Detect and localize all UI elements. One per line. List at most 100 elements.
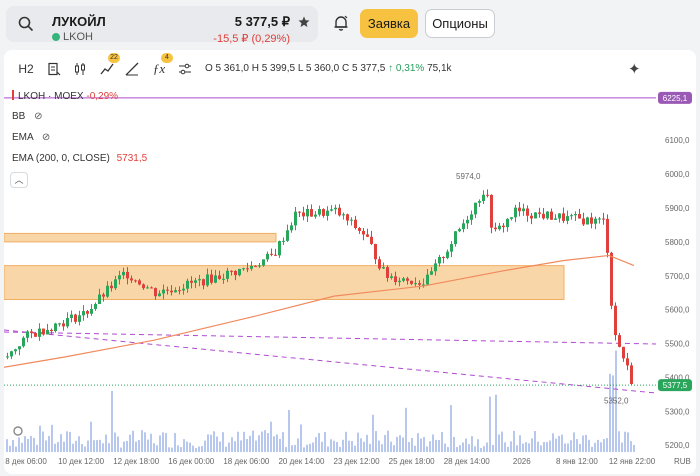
volume-bar: [240, 440, 242, 452]
star-icon[interactable]: [298, 16, 310, 28]
volume-bar: [318, 433, 320, 452]
ai-sparkle-icon[interactable]: ✦: [628, 61, 641, 78]
settings-gear-icon[interactable]: [13, 426, 23, 436]
candle-body: [494, 227, 497, 230]
ticker-card[interactable]: ЛУКОЙЛ LKOH 5 377,5 ₽ -15,5 ₽ (0,29%): [6, 6, 318, 45]
candle-body: [314, 214, 317, 217]
volume-bar: [99, 439, 101, 452]
volume-bar: [582, 435, 584, 452]
price-tick: 6000,0: [665, 170, 690, 179]
eye-off-icon[interactable]: ⊘: [34, 111, 43, 122]
volume-bar: [234, 441, 236, 452]
volume-bar: [414, 445, 416, 452]
candle-body: [362, 230, 365, 235]
candle-body: [378, 259, 381, 269]
volume-bar: [45, 440, 47, 452]
legend-ema2[interactable]: EMA (200, 0, CLOSE) 5731,5: [12, 153, 147, 164]
candle-body: [334, 207, 337, 210]
candle-body: [366, 234, 369, 237]
ticker-status-dot: [52, 33, 60, 41]
settings-sliders-icon[interactable]: [175, 59, 195, 79]
legend-ema1-label: EMA: [12, 132, 34, 143]
candle-body: [578, 214, 581, 219]
volume-bar: [549, 440, 551, 452]
search-icon[interactable]: [18, 16, 34, 32]
interval-selector[interactable]: H2: [18, 62, 34, 76]
volume-bar: [183, 439, 185, 452]
volume-bar: [120, 447, 122, 452]
volume-bar: [312, 442, 314, 452]
volume-bar: [534, 431, 536, 452]
volume-bar: [129, 434, 131, 452]
candle-body: [370, 236, 373, 244]
volume-bar: [171, 447, 173, 452]
volume-bar: [564, 443, 566, 452]
volume-bar: [147, 439, 149, 452]
volume-bar: [123, 441, 125, 452]
candle-body: [538, 212, 541, 214]
candle-body: [242, 268, 245, 270]
candle-body: [382, 267, 385, 269]
volume-bar: [219, 441, 221, 452]
volume-bar: [72, 443, 74, 452]
volume-bar: [168, 447, 170, 452]
drawing-tools-icon[interactable]: [122, 59, 142, 79]
volume-bar: [612, 375, 614, 452]
legend-ema1[interactable]: EMA ⊘: [12, 132, 50, 143]
eye-off-icon[interactable]: ⊘: [41, 132, 51, 143]
price-chart[interactable]: 6100,0 6000,0 5900,0 5800,0 5700,0 5600,0 5500…: [4, 50, 696, 474]
volume-bar: [390, 441, 392, 452]
candle-body: [38, 328, 41, 337]
indicators-icon[interactable]: [97, 59, 117, 79]
price-tick: 6100,0: [665, 136, 690, 145]
options-button[interactable]: Опционы: [425, 9, 495, 38]
candle-body: [518, 207, 521, 212]
volume-bar: [252, 430, 254, 452]
volume-bar: [423, 437, 425, 452]
price-tick: 5300,0: [665, 407, 690, 416]
currency-label: RUB: [674, 457, 691, 466]
volume-bar: [114, 432, 116, 452]
candle-body: [298, 211, 301, 213]
ohlc-readout: O 5 361,0 H 5 399,5 L 5 360,0 C 5 377,5 …: [205, 63, 452, 74]
volume-bar: [381, 444, 383, 452]
candle-body: [290, 225, 293, 231]
candle-body: [310, 209, 313, 217]
volume-bar: [426, 446, 428, 452]
candle-body: [442, 256, 445, 258]
collapse-chevron-icon[interactable]: ︿: [10, 172, 28, 188]
price-tick: 5600,0: [665, 306, 690, 315]
ticker-price: 5 377,5 ₽: [234, 14, 290, 29]
volume-bar: [615, 350, 617, 452]
candle-body: [74, 314, 77, 322]
volume-bar: [132, 430, 134, 452]
candle-body: [134, 280, 137, 282]
candle-body: [154, 288, 157, 297]
chart-type-icon[interactable]: [44, 59, 64, 79]
candles-icon[interactable]: [70, 59, 90, 79]
candle-body: [506, 218, 509, 228]
volume-bar: [60, 434, 62, 452]
candle-body: [438, 256, 441, 264]
volume-bar: [378, 440, 380, 452]
volume-bar: [93, 440, 95, 452]
volume-bar: [531, 438, 533, 452]
volume-bar: [345, 431, 347, 452]
candle-body: [126, 271, 129, 279]
candle-body: [158, 293, 161, 297]
volume-bar: [177, 445, 179, 452]
order-button[interactable]: Заявка: [360, 9, 418, 38]
candle-body: [178, 290, 181, 292]
bell-alert-icon[interactable]: [332, 14, 350, 32]
volume-bar: [9, 445, 11, 452]
candle-body: [418, 283, 421, 285]
candle-body: [162, 289, 165, 294]
candle-body: [50, 329, 53, 332]
volume-bar: [315, 437, 317, 452]
volume-bar: [546, 442, 548, 452]
candle-body: [258, 265, 261, 267]
candle-body: [202, 279, 205, 286]
legend-bb[interactable]: BB ⊘: [12, 111, 43, 122]
function-icon[interactable]: ƒx: [152, 61, 166, 76]
volume-bar: [609, 373, 611, 452]
